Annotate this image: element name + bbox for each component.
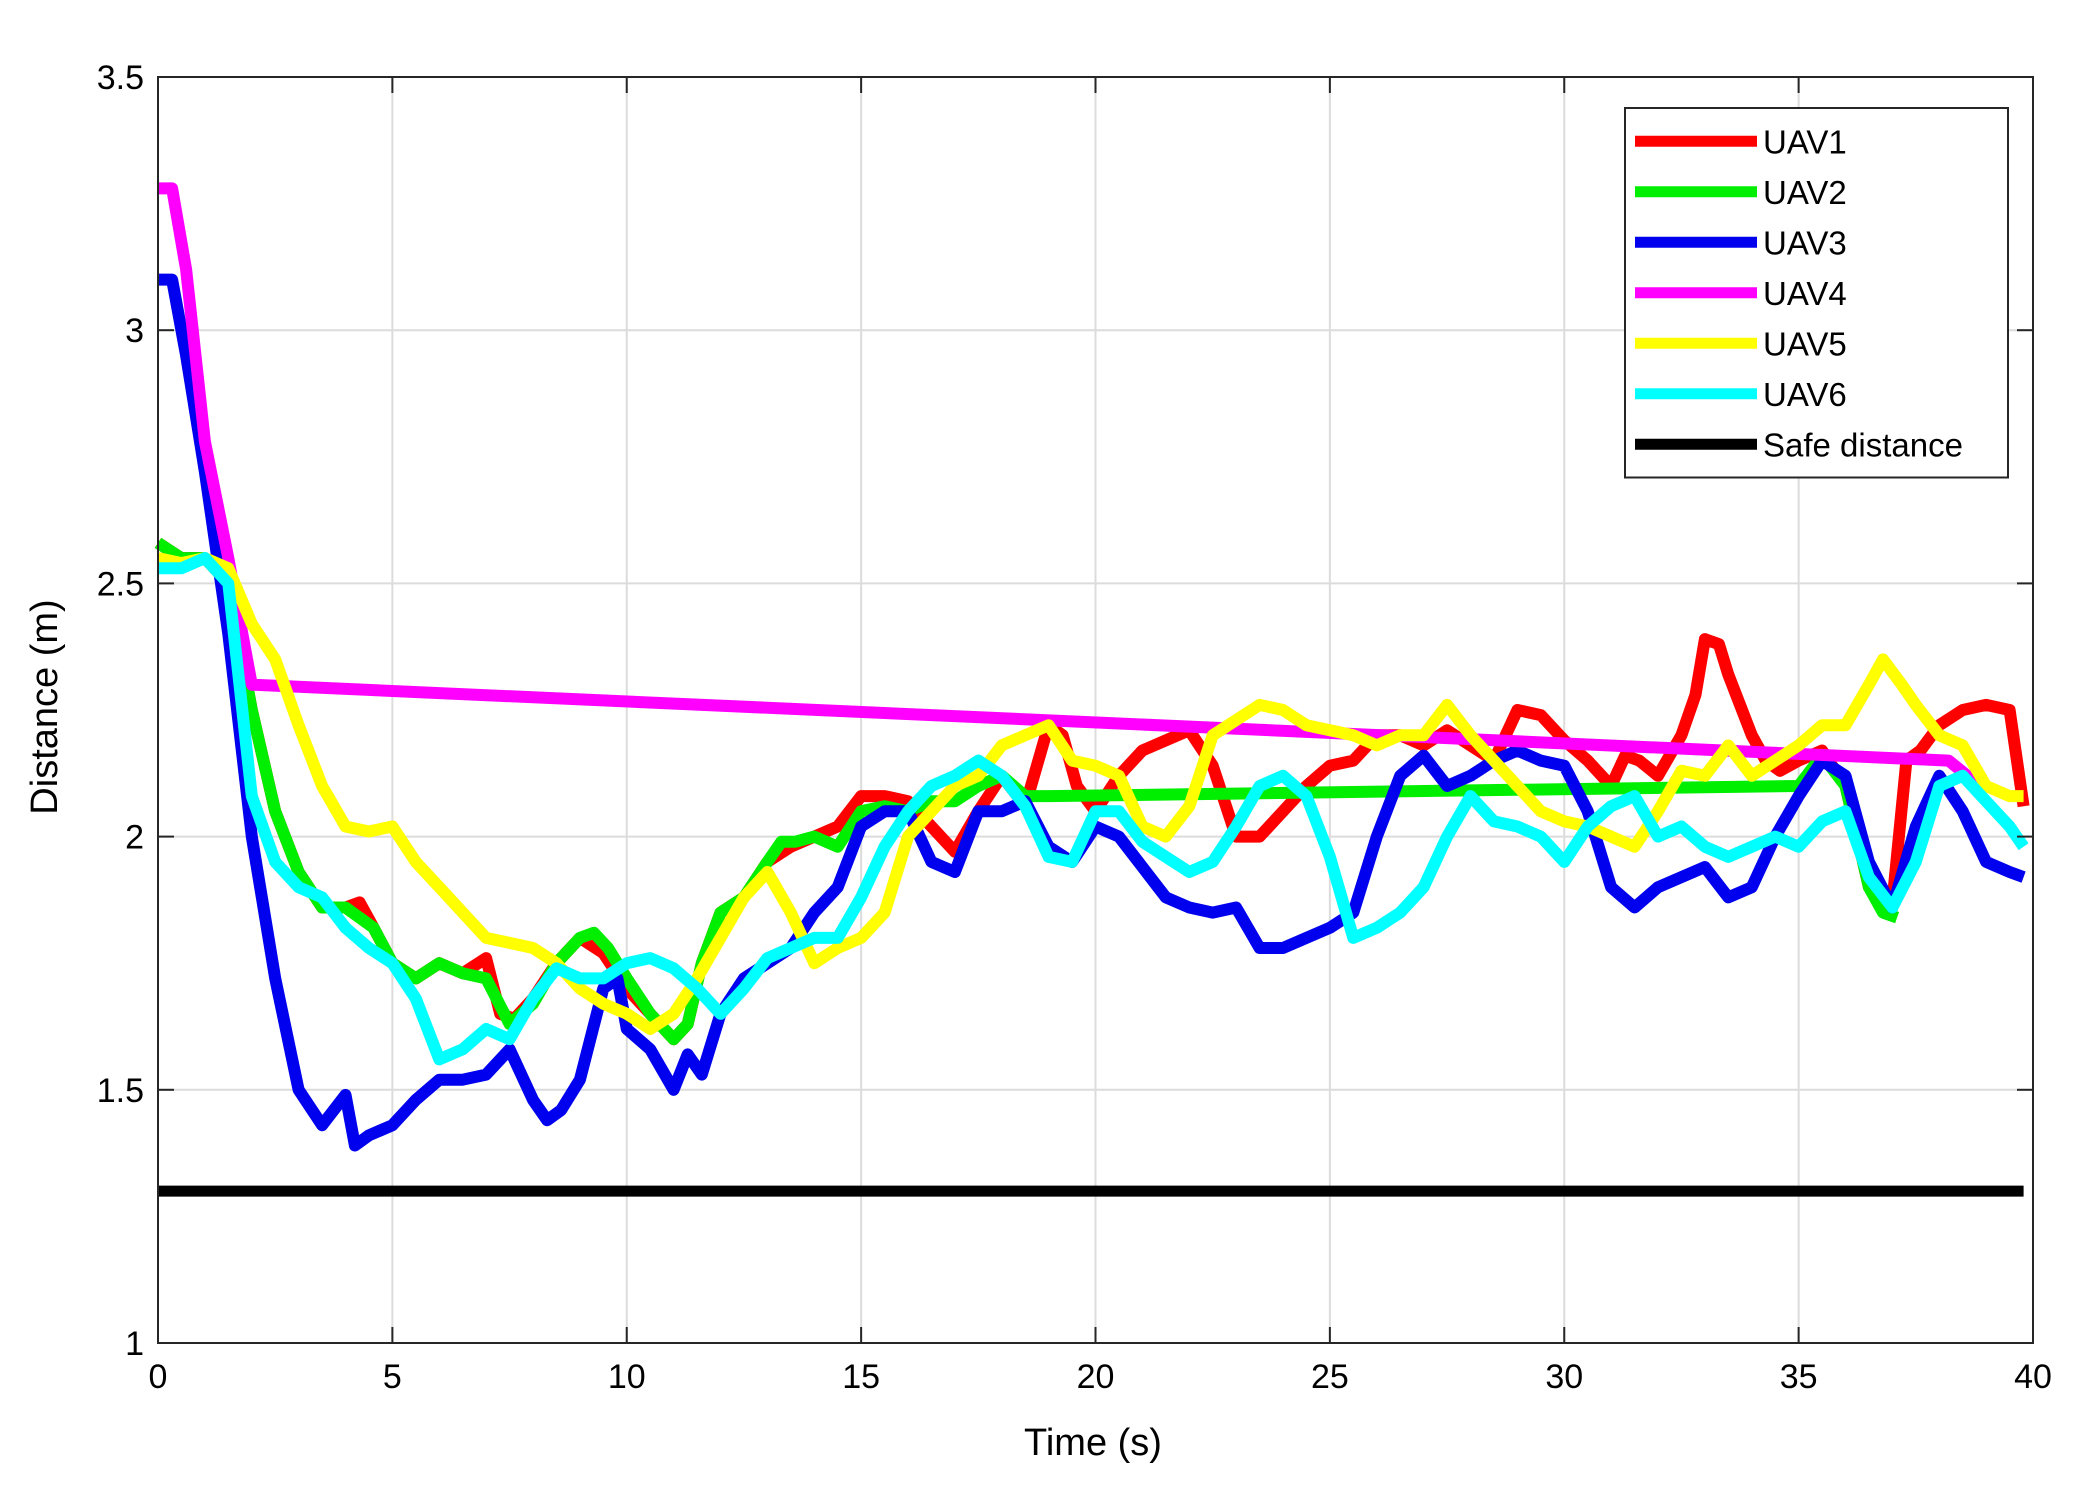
x-tick-label: 35	[1780, 1358, 1818, 1396]
legend: UAV1 UAV2 UAV3 UAV4 UAV5 UAV6 Safe distance	[1624, 107, 2009, 479]
x-tick-label: 0	[149, 1358, 168, 1396]
legend-label: UAV4	[1763, 275, 1847, 312]
y-tick-label: 3	[125, 312, 144, 350]
legend-label: UAV5	[1763, 325, 1847, 362]
x-tick-label: 20	[1077, 1358, 1115, 1396]
series-line-uav5	[156, 552, 2024, 1035]
x-tick-label: 10	[608, 1358, 646, 1396]
x-tick-label: 15	[842, 1358, 880, 1396]
y-tick-label: 1	[125, 1325, 144, 1363]
axes: 0 5 10 15 20 25 30 35 40 1 1.5 2 2.5 3 3.5	[97, 59, 2052, 1396]
y-tick-label: 3.5	[97, 59, 144, 97]
legend-label: UAV3	[1763, 224, 1847, 261]
legend-label: UAV6	[1763, 376, 1847, 413]
y-axis-title: Distance (m)	[24, 599, 66, 814]
y-tick-label: 2.5	[97, 565, 144, 603]
legend-label: UAV2	[1763, 174, 1847, 211]
series-line-uav6	[158, 552, 2029, 1066]
legend-label: Safe distance	[1763, 426, 1963, 463]
legend-label: UAV1	[1763, 123, 1847, 160]
y-tick-label: 2	[125, 819, 144, 857]
plot-series	[154, 182, 2030, 1197]
x-axis-title: Time (s)	[1024, 1422, 1162, 1464]
x-tick-label: 5	[383, 1358, 402, 1396]
y-tick-label: 1.5	[97, 1072, 144, 1110]
x-tick-label: 30	[1545, 1358, 1583, 1396]
x-tick-label: 25	[1311, 1358, 1349, 1396]
x-tick-label: 40	[2014, 1358, 2052, 1396]
